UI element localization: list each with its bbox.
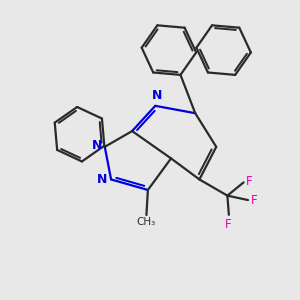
Text: CH₃: CH₃ [137, 217, 156, 227]
Text: N: N [97, 173, 108, 186]
Text: F: F [225, 218, 232, 231]
Text: F: F [246, 175, 252, 188]
Text: N: N [92, 139, 102, 152]
Text: F: F [251, 194, 257, 207]
Text: N: N [152, 89, 162, 102]
